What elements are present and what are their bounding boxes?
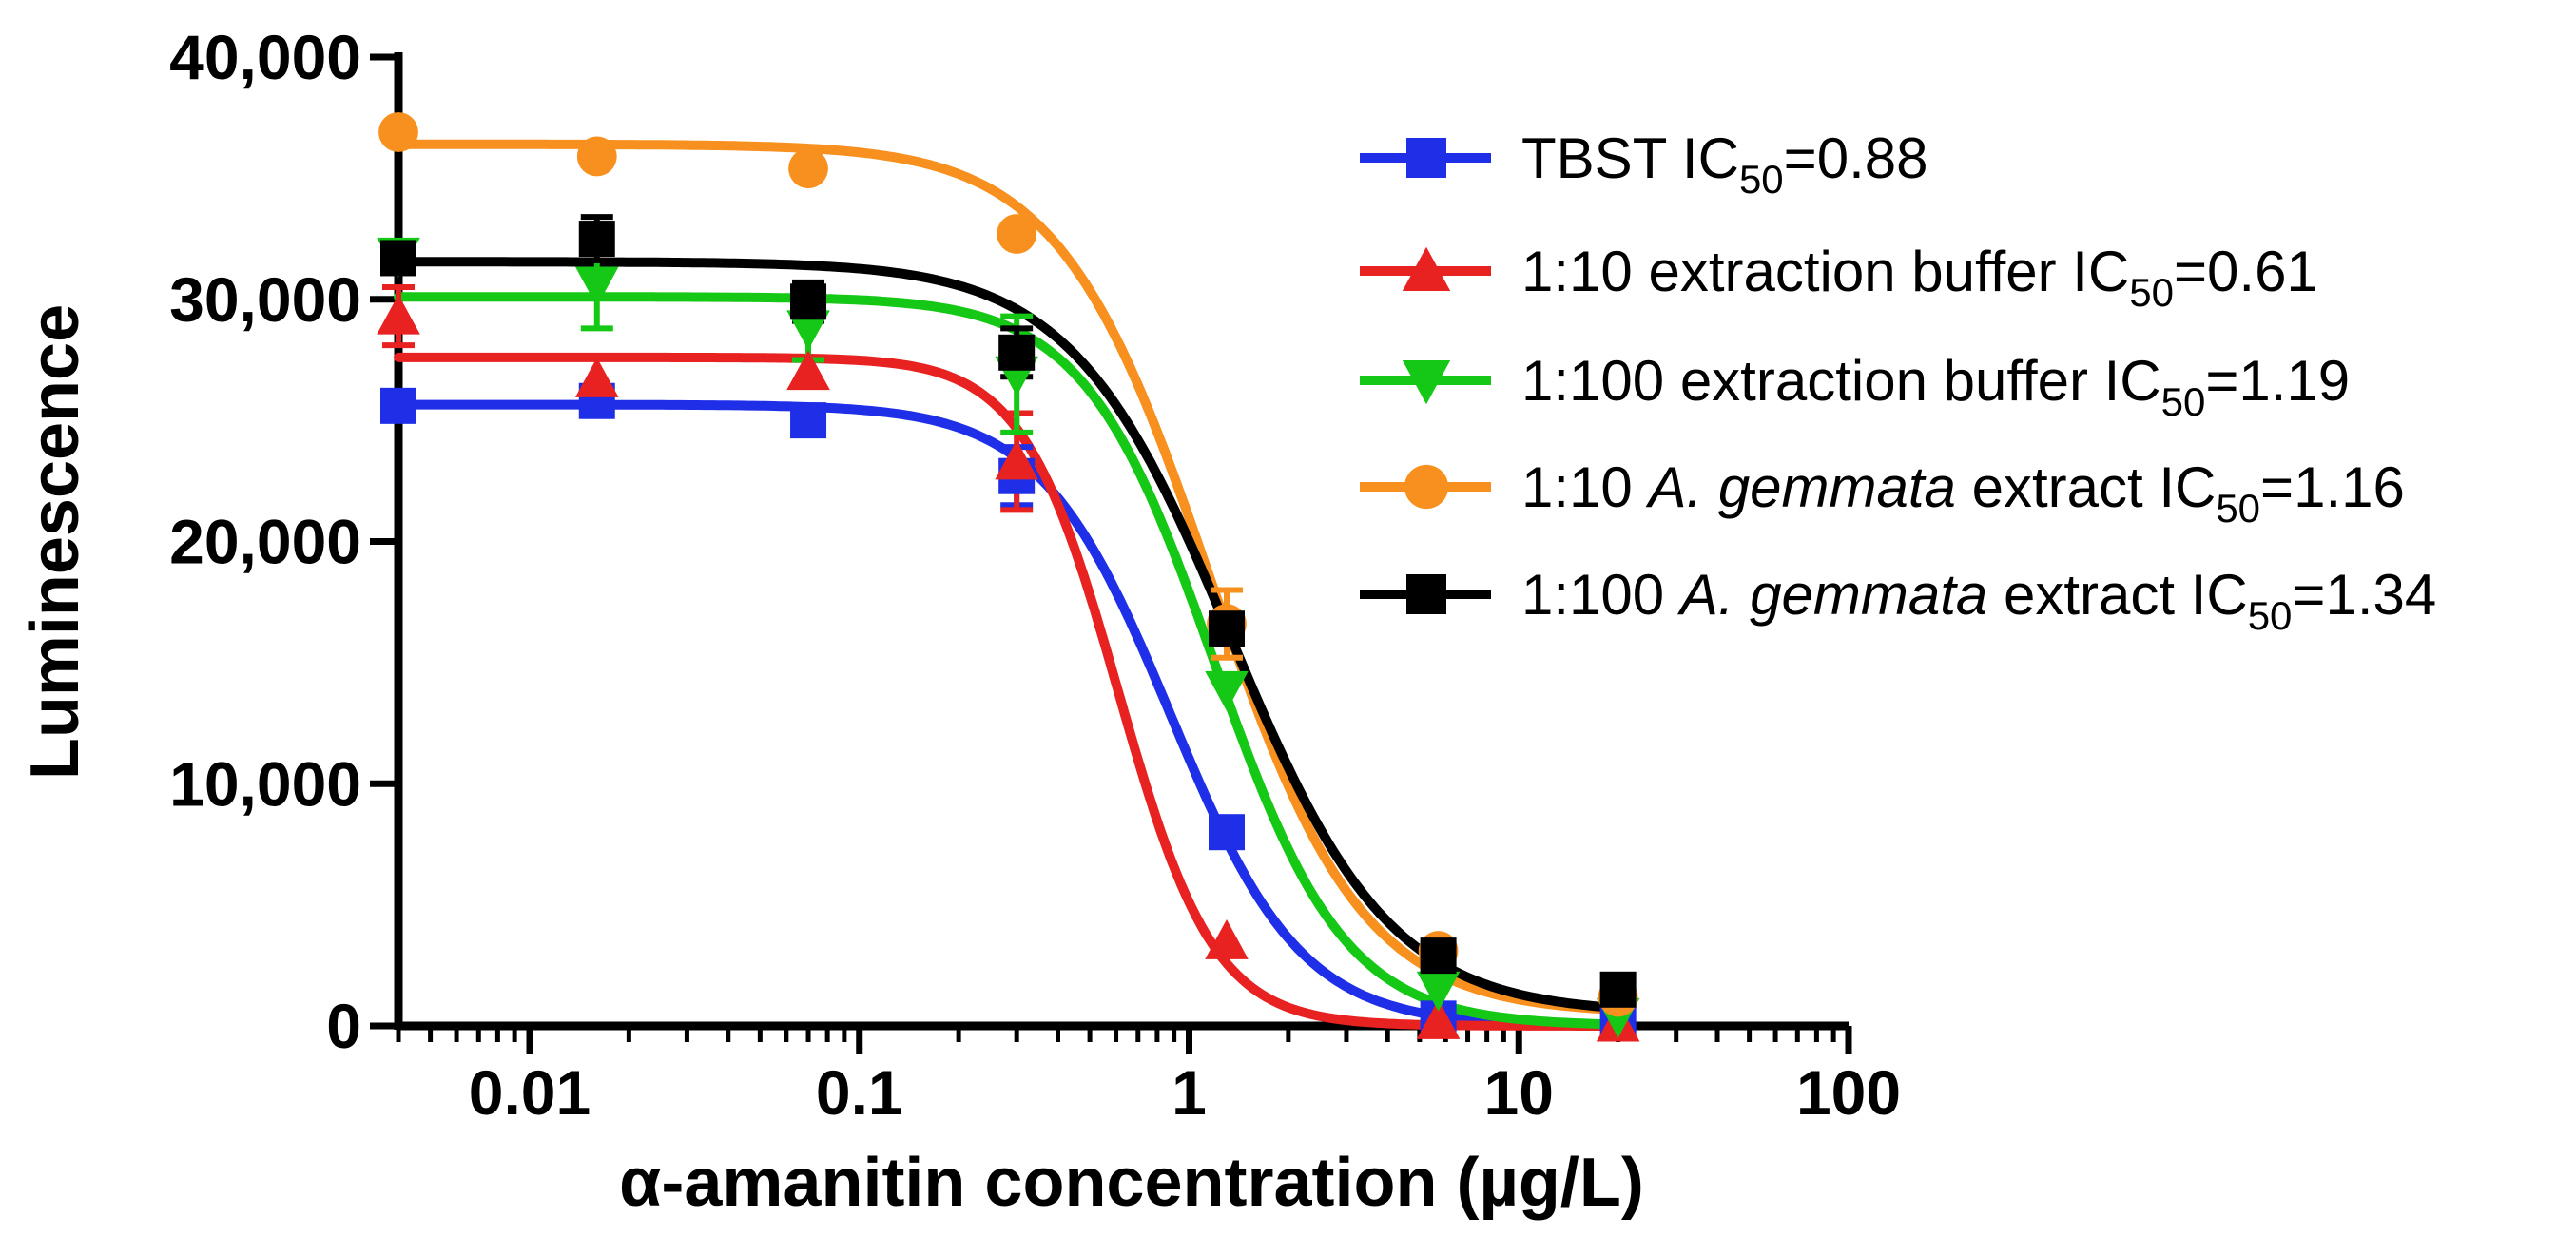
data-point	[790, 283, 827, 320]
data-point	[377, 294, 420, 335]
data-point	[1205, 919, 1249, 959]
legend-label: TBST IC50=0.88	[1521, 126, 1927, 202]
data-point	[786, 310, 830, 351]
data-point	[380, 240, 416, 277]
x-ticks: 0.01 0.1 1 10 100	[396, 1026, 1901, 1128]
data-point	[1599, 971, 1637, 1008]
legend-marker	[1406, 574, 1446, 614]
y-tick-label: 10,000	[169, 748, 361, 819]
data-point	[1205, 670, 1249, 711]
legend-label: 1:100 extraction buffer IC50=1.19	[1521, 349, 2350, 424]
data-point	[1209, 814, 1246, 851]
x-tick-label: 0.1	[816, 1057, 903, 1128]
x-tick-label: 0.01	[469, 1057, 591, 1128]
x-tick-label: 10	[1484, 1057, 1554, 1128]
y-tick-label: 30,000	[169, 264, 361, 335]
legend-entry: 1:100 A. gemmata extract IC50=1.34	[1360, 563, 2436, 638]
x-tick-label: 100	[1796, 1057, 1901, 1128]
x-axis-title: α-amanitin concentration (µg/L)	[619, 1145, 1644, 1221]
x-tick-label: 1	[1172, 1057, 1207, 1128]
legend-entry: 1:100 extraction buffer IC50=1.19	[1360, 349, 2350, 424]
y-tick-label: 20,000	[169, 507, 361, 577]
data-point	[378, 112, 418, 152]
legend-label: 1:100 A. gemmata extract IC50=1.34	[1521, 563, 2436, 638]
legend-entry: 1:10 extraction buffer IC50=0.61	[1360, 240, 2318, 315]
data-point	[578, 221, 615, 258]
data-point	[1416, 971, 1461, 1012]
data-point	[1420, 937, 1457, 975]
data-point	[786, 350, 830, 391]
legend: TBST IC50=0.88 1:10 extraction buffer IC5…	[1360, 126, 2436, 638]
legend-label: 1:10 A. gemmata extract IC50=1.16	[1521, 455, 2405, 531]
legend-label: 1:10 extraction buffer IC50=0.61	[1521, 240, 2318, 315]
legend-entry: 1:10 A. gemmata extract IC50=1.16	[1360, 455, 2405, 531]
data-point	[998, 334, 1036, 371]
y-tick-label: 0	[326, 991, 361, 1061]
data-point	[997, 214, 1037, 254]
legend-marker	[1404, 464, 1449, 510]
data-point	[576, 136, 617, 177]
y-tick-label: 40,000	[169, 22, 361, 92]
y-axis-title: Luminescence	[17, 304, 93, 780]
data-point	[1416, 999, 1461, 1039]
fit-curve	[394, 352, 1623, 1031]
legend-marker	[1406, 138, 1446, 178]
data-point	[574, 358, 619, 397]
data-point	[574, 266, 619, 307]
data-point	[790, 402, 827, 439]
data-point	[1209, 610, 1246, 647]
legend-marker	[1402, 360, 1451, 405]
legend-entry: TBST IC50=0.88	[1360, 126, 1927, 202]
data-points	[377, 112, 1640, 1042]
y-ticks: 0 10,000 20,000 30,000 40,000	[169, 22, 398, 1061]
data-point	[995, 439, 1038, 480]
data-point	[380, 387, 416, 424]
legend-marker	[1402, 246, 1451, 291]
data-point	[788, 148, 828, 189]
